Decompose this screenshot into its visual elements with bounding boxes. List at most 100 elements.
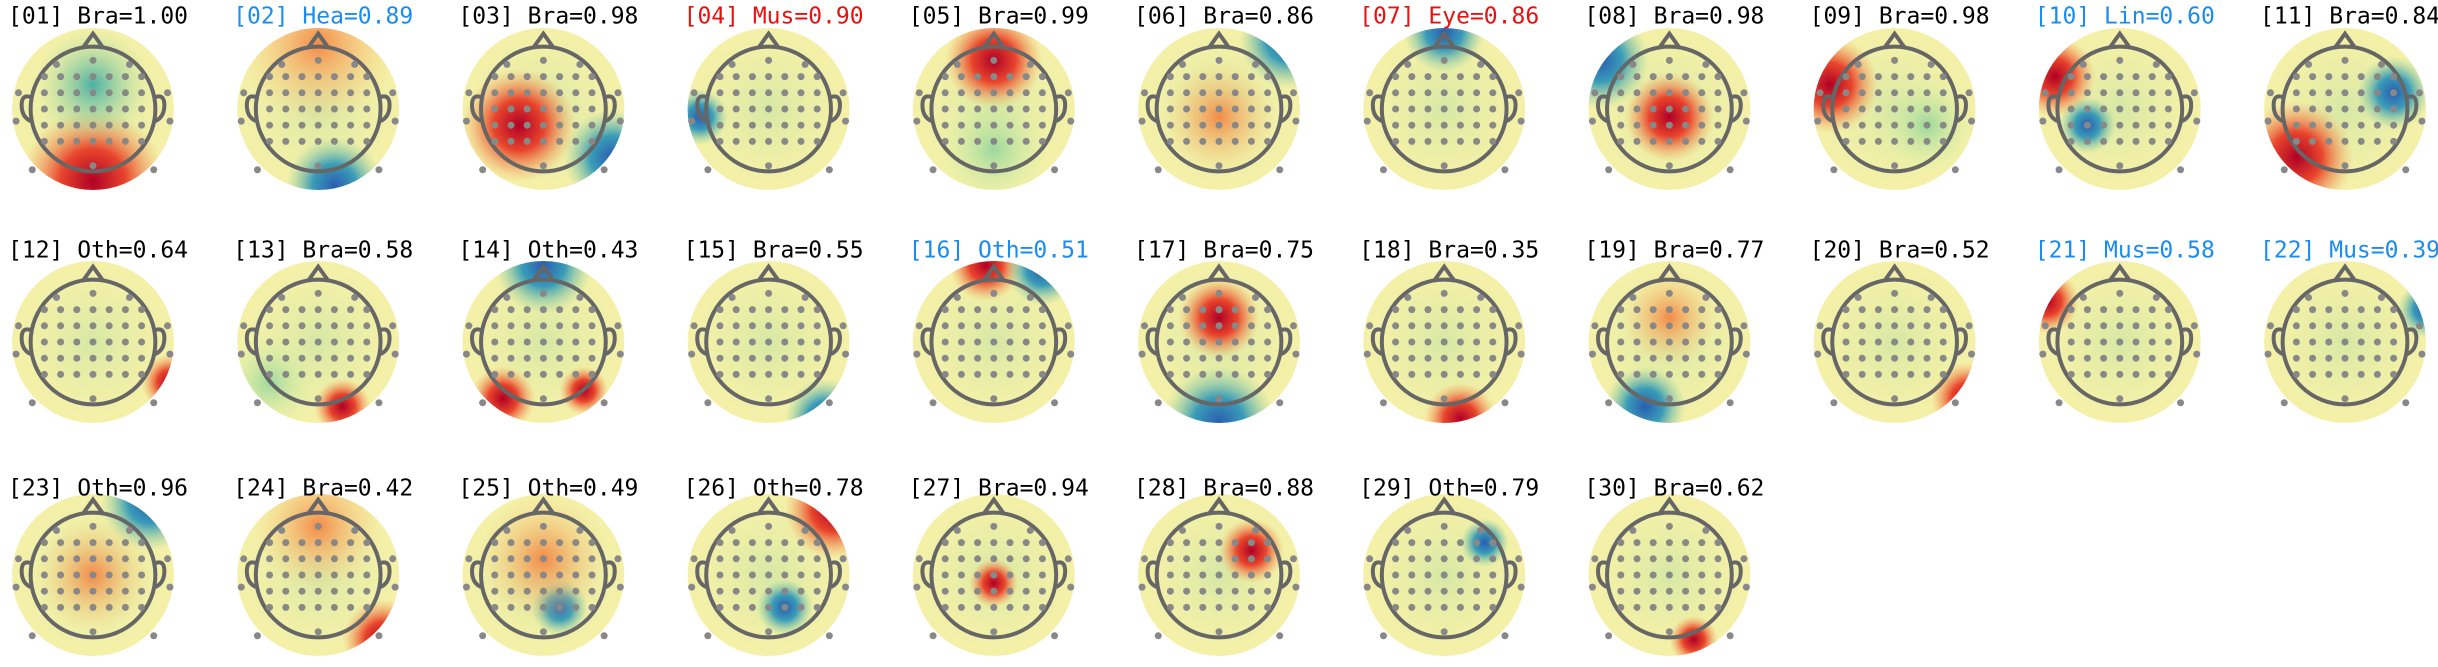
sensor <box>974 89 982 97</box>
sensor <box>1682 73 1690 81</box>
sensor <box>1215 306 1223 314</box>
nose <box>306 496 330 515</box>
sensor <box>572 89 580 97</box>
sensor <box>1816 89 1824 97</box>
map <box>2038 261 2201 423</box>
sensor <box>2164 137 2172 145</box>
sensor <box>614 89 622 97</box>
sensor <box>240 322 248 330</box>
sensor <box>266 338 274 346</box>
sensor <box>1891 289 1899 297</box>
sensor <box>797 105 805 113</box>
sensor <box>1440 162 1448 170</box>
sensor <box>1392 539 1400 547</box>
head-outline <box>2055 277 2185 407</box>
sensor <box>2083 306 2091 314</box>
ear <box>2406 327 2419 356</box>
sensor <box>237 350 245 358</box>
sensor <box>825 632 833 640</box>
sensor <box>1874 370 1882 378</box>
sensor <box>556 603 564 611</box>
sensor <box>1682 603 1690 611</box>
sensor <box>266 571 274 579</box>
sensor <box>1682 322 1690 330</box>
sensor <box>121 105 129 113</box>
sensor <box>539 395 547 403</box>
component-label: [28] Bra=0.88 <box>1134 476 1314 502</box>
sensor <box>797 137 805 145</box>
sensor <box>1006 121 1014 129</box>
topomap <box>687 28 850 190</box>
sensor <box>491 306 499 314</box>
sensor <box>813 322 821 330</box>
sensor <box>1968 117 1976 125</box>
sensor <box>1183 354 1191 362</box>
sensor <box>330 571 338 579</box>
sensor <box>1682 354 1690 362</box>
sensor <box>957 571 965 579</box>
ear <box>695 327 708 356</box>
ear <box>1370 560 1383 589</box>
sensor <box>1939 121 1947 129</box>
sensor <box>491 137 499 145</box>
sensor <box>1231 587 1239 595</box>
sensor <box>1473 121 1481 129</box>
sensor <box>588 555 596 563</box>
sensor <box>121 89 129 97</box>
sensor <box>1665 354 1673 362</box>
map-blob <box>237 28 400 126</box>
sensor <box>1247 603 1255 611</box>
ear <box>1730 94 1743 123</box>
ear <box>1821 327 1834 356</box>
sensor <box>314 555 322 563</box>
sensor <box>572 306 580 314</box>
sensor <box>1199 603 1207 611</box>
sensor <box>1183 539 1191 547</box>
ear <box>920 560 933 589</box>
sensor <box>89 587 97 595</box>
sensor <box>1038 603 1046 611</box>
sensor <box>748 571 756 579</box>
sensor <box>2266 89 2274 97</box>
sensor <box>1440 56 1448 64</box>
sensor <box>1166 137 1174 145</box>
map-blob <box>969 558 1019 608</box>
sensor <box>1440 555 1448 563</box>
sensor <box>1702 293 1710 301</box>
sensor <box>138 587 146 595</box>
head-outline <box>479 44 608 174</box>
component-label: [24] Bra=0.42 <box>233 476 413 502</box>
sensor <box>1363 350 1371 358</box>
sensor <box>2341 73 2349 81</box>
sensor <box>1633 587 1641 595</box>
sensor <box>2116 354 2124 362</box>
sensor <box>89 539 97 547</box>
sensor <box>2309 137 2317 145</box>
sensor <box>765 137 773 145</box>
sensor <box>363 322 371 330</box>
sensor <box>2357 73 2365 81</box>
sensor <box>1923 370 1931 378</box>
nose <box>982 30 1006 49</box>
sensor <box>1026 60 1034 68</box>
sensor <box>491 338 499 346</box>
sensor <box>1199 322 1207 330</box>
sensor <box>915 322 923 330</box>
sensor <box>121 603 129 611</box>
sensor <box>732 370 740 378</box>
sensor <box>2309 322 2317 330</box>
sensor <box>164 555 172 563</box>
sensor <box>1247 354 1255 362</box>
sensor <box>929 399 937 407</box>
topomap <box>1138 494 1300 656</box>
sensor <box>1842 137 1850 145</box>
sensor <box>1629 293 1637 301</box>
sensor <box>1633 571 1641 579</box>
sensor <box>1440 522 1448 530</box>
sensor <box>1392 73 1400 81</box>
head-outline <box>253 44 383 174</box>
sensor <box>105 73 113 81</box>
component-label: [15] Bra=0.55 <box>684 238 864 264</box>
sensor <box>2390 370 2398 378</box>
sensor <box>1022 587 1030 595</box>
